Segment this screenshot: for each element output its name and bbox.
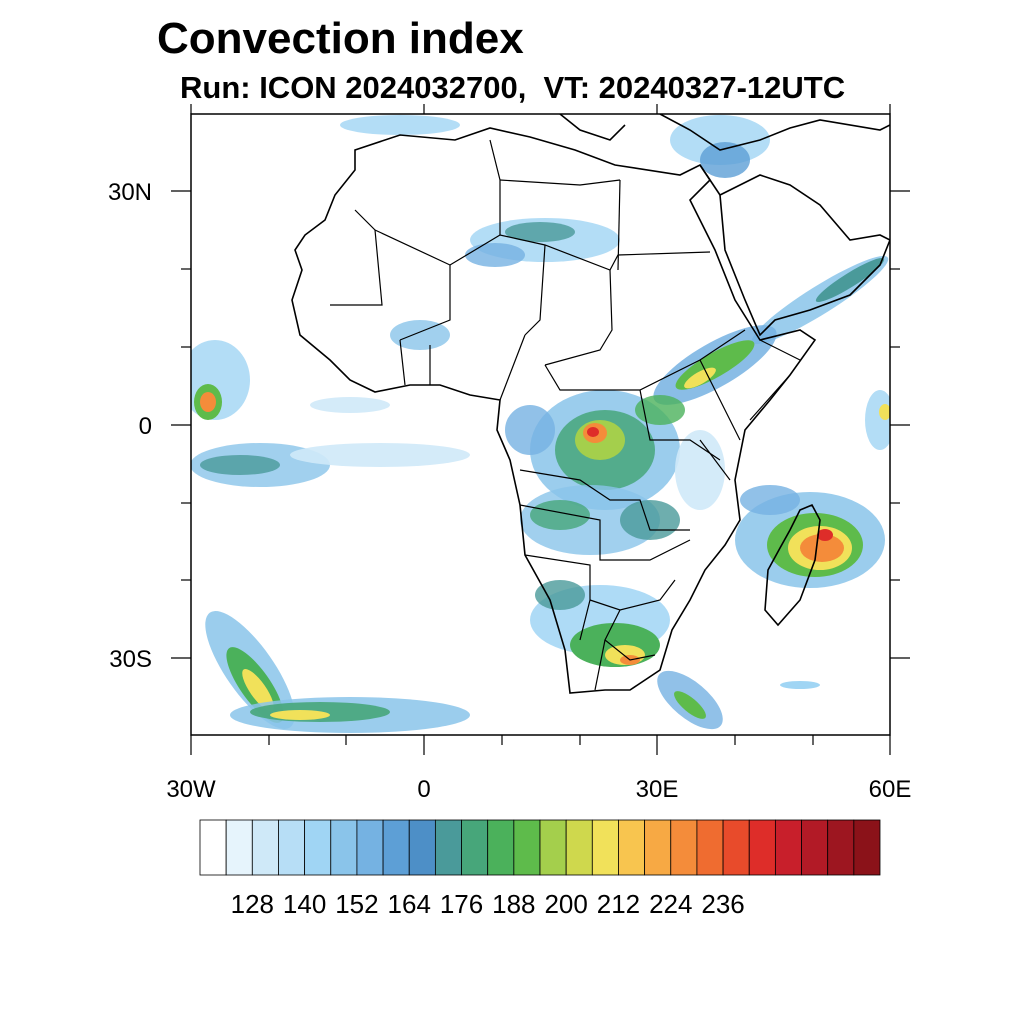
colorbar-box <box>330 819 358 876</box>
colorbar-box <box>774 819 802 876</box>
colorbar-box <box>644 819 672 876</box>
lon-label-30e: 30E <box>636 776 679 803</box>
colorbar <box>199 819 881 876</box>
colorbar-box <box>487 819 515 876</box>
colorbar-label-200: 200 <box>544 889 587 919</box>
colorbar-label-140: 140 <box>283 889 326 919</box>
colorbar-label-128: 128 <box>231 889 274 919</box>
colorbar-box <box>722 819 750 876</box>
lat-label-30s: 30S <box>109 646 152 673</box>
colorbar-labels: 128 140 152 164 176 188 200 212 224 236 <box>231 889 745 919</box>
colorbar-box <box>408 819 436 876</box>
colorbar-box <box>591 819 619 876</box>
colorbar-box <box>304 819 332 876</box>
lon-label-60e: 60E <box>869 776 912 803</box>
colorbar-box <box>539 819 567 876</box>
colorbar-box <box>382 819 410 876</box>
colorbar-box <box>278 819 306 876</box>
country-borders <box>330 139 801 691</box>
colorbar-label-236: 236 <box>701 889 744 919</box>
colorbar-label-224: 224 <box>649 889 692 919</box>
colorbar-box <box>801 819 829 876</box>
colorbar-box <box>251 819 279 876</box>
colorbar-box <box>696 819 724 876</box>
colorbar-box <box>461 819 489 876</box>
colorbar-box <box>748 819 776 876</box>
lon-label-30w: 30W <box>166 776 216 803</box>
lat-label-0: 0 <box>139 413 152 440</box>
colorbar-box <box>827 819 855 876</box>
colorbar-label-176: 176 <box>440 889 483 919</box>
colorbar-box <box>670 819 698 876</box>
colorbar-label-164: 164 <box>388 889 431 919</box>
colorbar-box <box>225 819 253 876</box>
colorbar-label-212: 212 <box>597 889 640 919</box>
colorbar-label-152: 152 <box>335 889 378 919</box>
colorbar-label-188: 188 <box>492 889 535 919</box>
convection-field <box>191 115 890 733</box>
axis-ticks <box>171 104 910 755</box>
colorbar-box <box>513 819 541 876</box>
chart-title: Convection index <box>157 14 524 63</box>
colorbar-box <box>618 819 646 876</box>
colorbar-box <box>853 819 881 876</box>
chart-subtitle: Run: ICON 2024032700, VT: 20240327-12UTC <box>180 70 846 105</box>
coastlines <box>291 114 890 694</box>
colorbar-box <box>356 819 384 876</box>
lon-label-0: 0 <box>417 776 430 803</box>
colorbar-box <box>565 819 593 876</box>
lat-label-30n: 30N <box>108 179 152 206</box>
colorbar-box <box>199 819 227 876</box>
colorbar-box <box>434 819 462 876</box>
